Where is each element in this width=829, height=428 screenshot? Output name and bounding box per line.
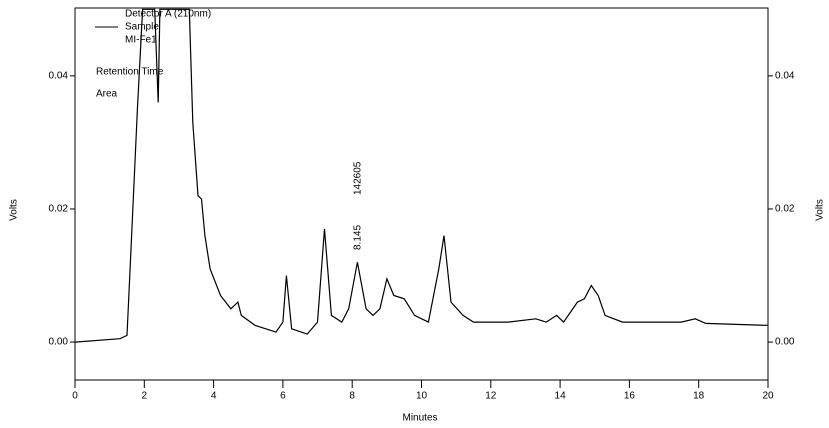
peak-label: 8.145 (353, 225, 364, 250)
y2-tick-label: 0.00 (775, 337, 795, 348)
y-tick-label: 0.02 (49, 204, 69, 215)
plot-frame (74, 7, 769, 381)
x-tick-label: 0 (72, 391, 78, 402)
y-tick-label: 0.04 (49, 71, 69, 82)
x-tick-label: 20 (762, 391, 774, 402)
y2-tick-label: 0.02 (775, 204, 795, 215)
legend-line: Area (96, 89, 118, 100)
x-tick-label: 8 (349, 391, 355, 402)
x-tick-label: 6 (280, 391, 286, 402)
x-tick-label: 14 (555, 391, 567, 402)
trace (74, 8, 769, 343)
x-tick-label: 12 (485, 391, 497, 402)
legend-line: Retention Time (96, 67, 164, 78)
y-axis-label: Volts (9, 199, 20, 221)
x-tick-label: 18 (693, 391, 705, 402)
x-tick-label: 16 (624, 391, 636, 402)
y2-axis-label: Volts (815, 199, 826, 221)
x-tick-label: 4 (211, 391, 217, 402)
x-axis-label: Minutes (402, 413, 437, 424)
x-tick-label: 10 (416, 391, 428, 402)
peak-label: 142605 (353, 161, 364, 195)
y2-tick-label: 0.04 (775, 71, 795, 82)
x-tick-label: 2 (142, 391, 148, 402)
legend-title: Detector A (210nm) (125, 9, 211, 20)
y-tick-label: 0.00 (49, 337, 69, 348)
